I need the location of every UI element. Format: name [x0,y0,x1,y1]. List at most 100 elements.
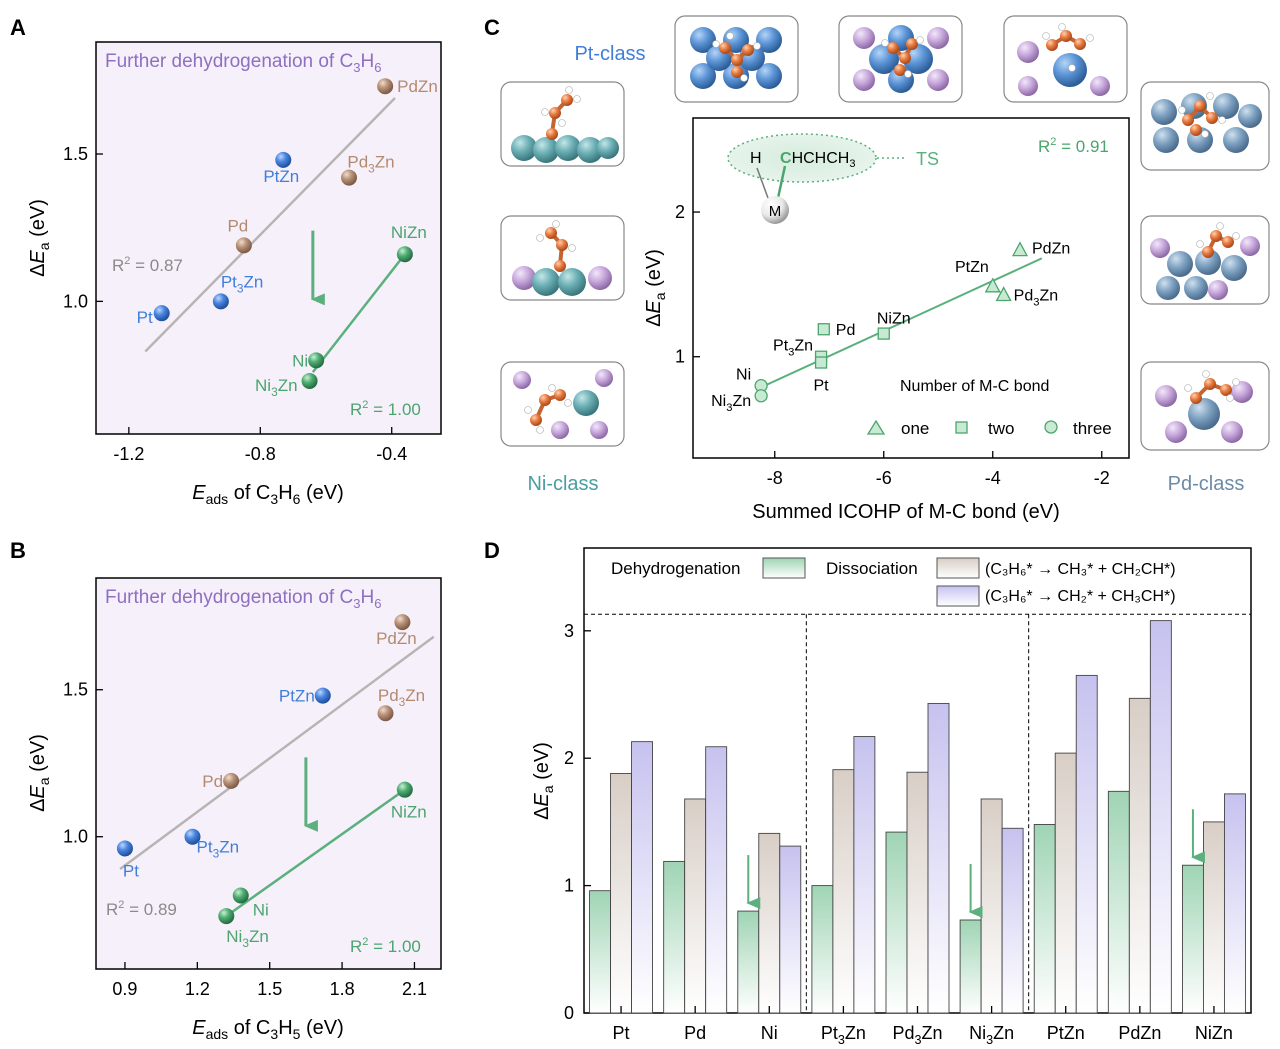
a-point-label-pd3zn: Pd3Zn [347,153,394,176]
d-y-tick-label: 0 [564,1003,574,1023]
c-x-tick-label: -2 [1094,468,1110,488]
b-point-label-pdzn: PdZn [376,629,417,648]
d-bar-dehydrogenation [811,885,834,1014]
panel-b-plot-area [95,577,442,970]
c-point-ptzn [984,277,1001,293]
d-bar-dissociation-path1 [758,832,781,1014]
a-point-pd3zn [341,169,357,186]
structure-thumbnails [500,15,1270,451]
d-bar-dissociation-path1 [610,773,633,1014]
b-point-pt [116,840,133,857]
d-bar-dissociation-path2 [1149,620,1172,1014]
c-point-label-pdzn: PdZn [1032,241,1070,258]
d-bar-dehydrogenation [1181,864,1204,1014]
a-x-tick-label: -0.8 [245,444,276,464]
legend-marker-one [866,419,886,435]
b-point-label-pd: Pd [202,772,223,791]
d-y-tick-label: 1 [564,876,574,896]
a-y-tick-label: 1.0 [63,291,88,311]
structure-ni-class-2 [500,361,625,447]
ts-label: TS [916,149,939,169]
d-bar-dehydrogenation [959,919,982,1014]
b-point-label-ni: Ni [253,901,269,920]
d-x-tick-label: Ni3Zn [969,1023,1014,1047]
a-x-tick-label: -0.4 [376,444,407,464]
d-x-tick-label: Pt3Zn [821,1023,866,1047]
panel-label-b: B [10,538,26,563]
panel-c: Pt-class Ni-class Pd-class TS CHCHCH3 H … [500,15,1270,523]
legend-dehydrogenation-label: Dehydrogenation [611,559,740,578]
c-point-label-nizn: NiZn [877,311,911,328]
ts-h-atom: H [750,150,762,167]
c-fit-line [757,257,1043,390]
ts-metal-atom [761,196,789,224]
d-x-tick-label: PdZn [1118,1023,1161,1043]
b-x-tick-label: 1.5 [257,979,282,999]
a-point-ni3zn [301,372,318,389]
a-point-label-pt3zn: Pt3Zn [221,272,264,295]
a-point-label-ptzn: PtZn [263,167,299,186]
b-x-tick-label: 0.9 [112,979,137,999]
c-point-label-ni3zn: Ni3Zn [711,393,751,414]
b-point-ni3zn [218,908,235,925]
panel-b-ylabel: ΔEa (eV) [27,734,52,812]
ts-h-m-bond [756,167,769,199]
structure-ni-class-1 [500,215,625,301]
b-x-tick-label: 1.2 [185,979,210,999]
d-bar-dissociation-path2 [1001,827,1024,1014]
c-point-pd3zn [995,286,1012,302]
structure-pd-class-3 [1140,361,1270,451]
b-point-ptzn [314,687,331,704]
panel-label-a: A [10,15,26,40]
a-point-ni [308,352,325,369]
d-x-tick-label: Pt [613,1023,630,1043]
ts-ellipse [727,133,877,183]
b-x-tick-label: 1.8 [330,979,355,999]
d-bar-dissociation-path2 [1223,793,1246,1014]
legend-label-two: two [988,419,1014,438]
d-bar-dissociation-path1 [684,798,707,1014]
d-bar-dissociation-path1 [832,769,855,1014]
panel-c-ylabel: ΔEa (eV) [643,249,668,327]
pt-class-label: Pt-class [574,43,645,65]
a-point-label-pd: Pd [227,216,248,235]
a-point-label-ni3zn: Ni3Zn [255,376,298,399]
b-point-pt3zn [184,828,201,845]
panel-b-r2-green: R2 = 1.00 [350,936,421,956]
c-x-tick-label: -8 [767,468,783,488]
legend-path2-swatch [936,585,980,607]
b-point-label-pt3zn: Pt3Zn [197,838,240,861]
d-bar-dehydrogenation [1107,790,1130,1014]
panel-label-d: D [484,538,500,563]
d-bar-dissociation-path1 [1054,752,1077,1014]
a-point-label-pt: Pt [137,308,153,327]
legend-marker-two [955,421,968,434]
a-point-pt [153,305,170,322]
d-bar-dissociation-path2 [853,736,876,1014]
structure-pt-class-1 [500,81,625,167]
structure-pd-class-2 [1140,215,1270,305]
panel-a-xlabel: Eads of C3H6 (eV) [192,482,344,507]
d-bar-dehydrogenation [589,890,612,1014]
a-point-nizn [396,246,413,263]
a-point-ptzn [275,151,292,168]
panel-d-ylabel: ΔEa (eV) [531,742,556,820]
c-point-ni3zn [754,389,768,403]
b-point-pd3zn [377,705,394,722]
d-y-tick-label: 3 [564,621,574,641]
structure-pt-class-3 [838,15,963,103]
c-point-label-ptzn: PtZn [955,259,989,276]
b-point-pd [223,772,240,789]
legend-label-one: one [901,419,929,438]
b-point-label-ni3zn: Ni3Zn [226,927,269,950]
c-point-label-ni: Ni [736,367,751,384]
d-bar-dissociation-path2 [927,702,950,1014]
c-point-label-pd: Pd [836,322,856,339]
legend-path1-label: (C₃H₆* → CH₃* + CH₂CH*) [985,561,1176,578]
ts-formula: CHCHCH3 [780,150,855,170]
structure-pt-class-2 [674,15,799,103]
c-point-pd [817,323,830,336]
structure-pd-class-1 [1140,81,1270,171]
legend-label-three: three [1073,419,1112,438]
